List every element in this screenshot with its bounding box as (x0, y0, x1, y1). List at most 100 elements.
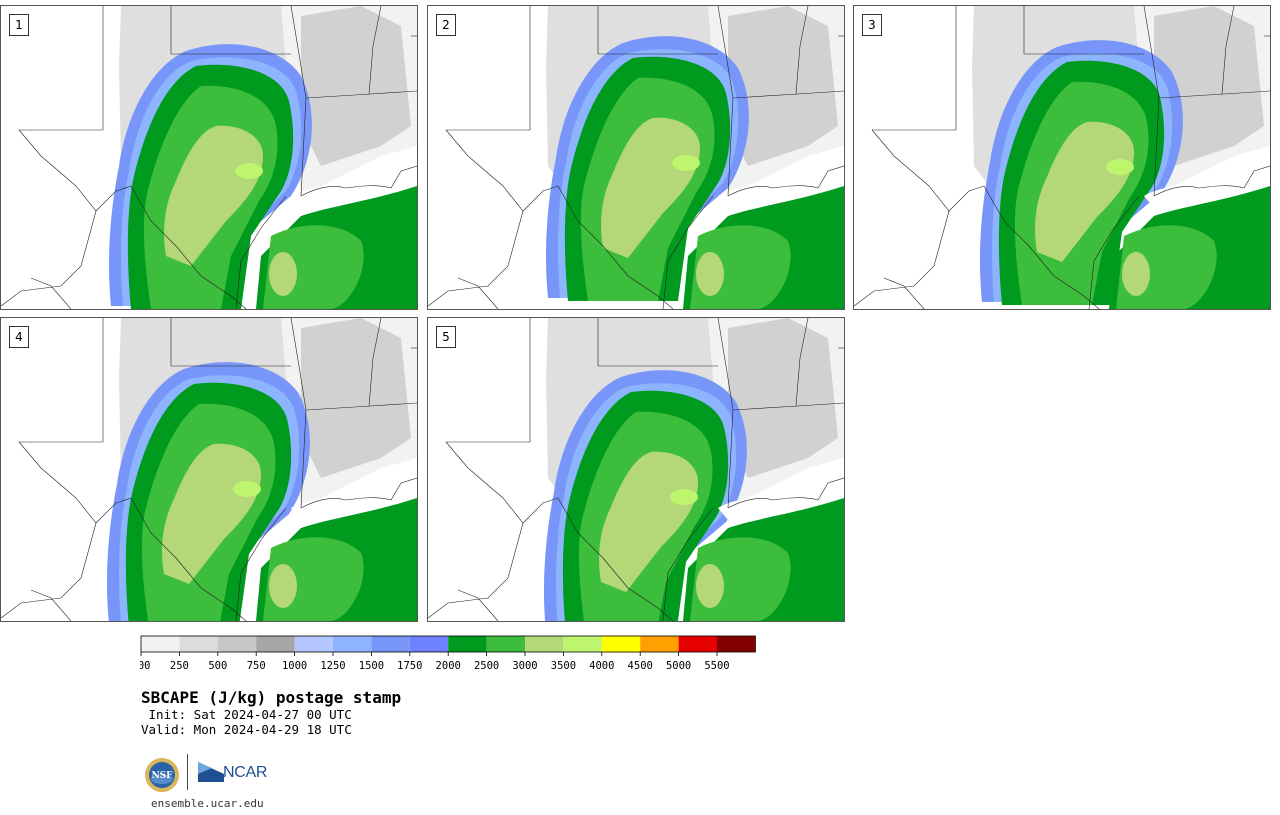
nsf-logo: NSF (145, 758, 179, 792)
colorbar-tick-label: 5000 (666, 660, 691, 672)
panel-member-2: 2 (427, 5, 845, 310)
logo-divider (187, 754, 188, 790)
colorbar-swatch (678, 636, 717, 652)
colorbar-swatch (179, 636, 218, 652)
panel-label-1: 1 (9, 14, 29, 36)
map-member-3 (854, 6, 1270, 309)
valid-time: Valid: Mon 2024-04-29 18 UTC (141, 722, 352, 737)
cape-yellowgreen-region (599, 451, 698, 592)
gulf-cape-patch (696, 252, 724, 296)
boundary-line (428, 210, 524, 307)
boundary-line (457, 589, 499, 621)
cape-max-region (235, 163, 263, 179)
colorbar-swatch (333, 636, 372, 652)
coastal-low-cape (291, 156, 417, 214)
init-time: Init: Sat 2024-04-27 00 UTC (141, 707, 352, 722)
coastal-low-cape (1144, 156, 1270, 214)
ncar-logo-text: NCAR (223, 764, 268, 781)
panel-label-5: 5 (436, 326, 456, 348)
boundary-line (19, 318, 104, 443)
cape-max-region (233, 481, 261, 497)
cape-yellowgreen-region (601, 117, 700, 258)
svg-text:NSF: NSF (151, 771, 173, 781)
boundary-line (130, 185, 247, 309)
boundary-line (300, 165, 417, 197)
colorbar-swatch (486, 636, 525, 652)
map-member-2 (428, 6, 844, 309)
panel-label-3: 3 (862, 14, 882, 36)
boundary-line (290, 318, 307, 509)
boundary-line (983, 185, 1100, 309)
colorbar-tick-label: 2000 (436, 660, 461, 672)
boundary-line (19, 6, 104, 131)
logos: NSF NCAR (144, 754, 274, 794)
boundary-line (854, 210, 950, 307)
boundary-line (732, 90, 844, 99)
colorbar-swatch (409, 636, 449, 652)
boundary-line (1153, 165, 1270, 197)
map-member-1 (1, 6, 417, 309)
colorbar-swatch (448, 636, 487, 652)
boundary-line (30, 277, 72, 309)
colorbar-swatch (717, 636, 756, 652)
coastal-low-cape (291, 468, 417, 526)
colorbar-tick-label: 2500 (474, 660, 499, 672)
panel-label-2: 2 (436, 14, 456, 36)
boundary-line (872, 6, 957, 131)
boundary-line (445, 129, 559, 212)
panel-member-1: 1 (0, 5, 418, 310)
colorbar-swatch (525, 636, 564, 652)
boundary-line (662, 195, 714, 309)
boundary-line (727, 165, 844, 197)
cape-max-region (672, 155, 700, 171)
colorbar-tick-label: 750 (247, 660, 266, 672)
boundary-line (130, 497, 247, 621)
map-member-5 (428, 318, 844, 621)
cape-yellowgreen-region (164, 125, 263, 266)
colorbar-tick-label: 1250 (320, 660, 345, 672)
boundary-line (1143, 6, 1160, 197)
boundary-line (727, 477, 844, 509)
boundary-line (445, 441, 559, 524)
boundary-line (1088, 195, 1140, 309)
cape-field (545, 36, 749, 302)
cape-low-region-2 (728, 6, 838, 166)
site-url: ensemble.ucar.edu (151, 797, 264, 810)
boundary-line (732, 402, 844, 411)
panel-member-5: 5 (427, 317, 845, 622)
panel-member-4: 4 (0, 317, 418, 622)
colorbar-tick-label: 1500 (359, 660, 384, 672)
boundary-line (717, 318, 734, 509)
colorbar-tick-label: 100 (140, 660, 150, 672)
boundary-line (662, 507, 714, 621)
panel-member-3: 3 (853, 5, 1271, 310)
boundary-line (368, 318, 382, 407)
chart-title: SBCAPE (J/kg) postage stamp (141, 688, 402, 707)
boundary-line (305, 90, 417, 99)
boundary-line (883, 277, 925, 309)
colorbar-tick-label: 4000 (589, 660, 614, 672)
boundary-line (795, 318, 809, 407)
colorbar-tick-label: 1750 (397, 660, 422, 672)
boundary-line (428, 522, 524, 619)
cape-field (107, 362, 310, 621)
boundary-line (368, 6, 382, 95)
colorbar-swatch (294, 636, 333, 652)
gulf-cape-patch (696, 564, 724, 608)
colorbar-swatch (371, 636, 410, 652)
colorbar-swatch (217, 636, 257, 652)
gulf-cape-patch (269, 564, 297, 608)
boundary-line (18, 441, 132, 524)
boundary-line (457, 277, 499, 309)
cape-field (979, 40, 1183, 306)
map-member-4 (1, 318, 417, 621)
boundary-line (871, 129, 985, 212)
boundary-line (795, 6, 809, 95)
colorbar-swatch (601, 636, 641, 652)
colorbar-swatch (640, 636, 679, 652)
boundary-line (1221, 6, 1235, 95)
colorbar-tick-label: 3500 (551, 660, 576, 672)
cape-low-region-2 (301, 318, 411, 478)
colorbar-tick-label: 250 (170, 660, 189, 672)
cape-yellowgreen-region (1035, 121, 1134, 262)
